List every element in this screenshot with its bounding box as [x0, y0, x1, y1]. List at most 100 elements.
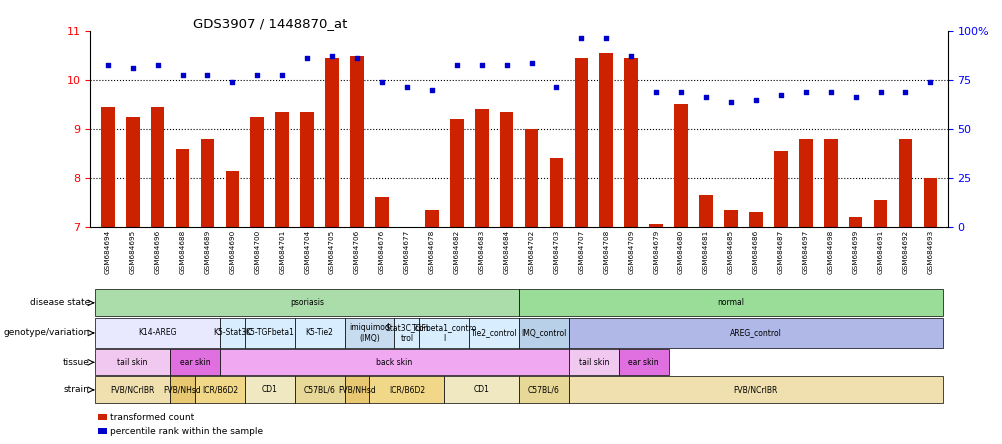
- Bar: [923, 178, 936, 227]
- Point: [722, 99, 738, 106]
- Text: GSM684702: GSM684702: [528, 230, 534, 274]
- Point: [174, 71, 190, 79]
- Text: GSM684686: GSM684686: [753, 230, 759, 274]
- FancyBboxPatch shape: [295, 317, 345, 348]
- Text: GSM684682: GSM684682: [453, 230, 459, 274]
- Bar: [474, 109, 488, 227]
- Point: [847, 94, 863, 101]
- Text: tail skin: tail skin: [117, 358, 147, 367]
- FancyBboxPatch shape: [219, 317, 244, 348]
- Text: psoriasis: psoriasis: [290, 298, 324, 307]
- Bar: [101, 107, 114, 227]
- FancyBboxPatch shape: [170, 376, 194, 404]
- Bar: [549, 159, 563, 227]
- Bar: [698, 195, 712, 227]
- Text: TGFbeta1_contro
l: TGFbeta1_contro l: [411, 323, 477, 343]
- Point: [573, 35, 589, 42]
- Text: K5-Tie2: K5-Tie2: [306, 329, 334, 337]
- Text: ear skin: ear skin: [179, 358, 210, 367]
- Text: FVB/NHsd: FVB/NHsd: [163, 385, 201, 394]
- Point: [349, 55, 365, 62]
- Text: FVB/NCrIBR: FVB/NCrIBR: [110, 385, 154, 394]
- Text: Stat3C_con
trol: Stat3C_con trol: [385, 323, 428, 343]
- Text: C57BL/6: C57BL/6: [304, 385, 336, 394]
- FancyBboxPatch shape: [295, 376, 345, 404]
- FancyBboxPatch shape: [345, 376, 369, 404]
- Point: [872, 89, 888, 96]
- Text: tail skin: tail skin: [578, 358, 608, 367]
- Bar: [723, 210, 737, 227]
- Text: genotype/variation: genotype/variation: [4, 329, 90, 337]
- Text: normal: normal: [716, 298, 743, 307]
- Text: ICR/B6D2: ICR/B6D2: [201, 385, 237, 394]
- FancyBboxPatch shape: [568, 349, 618, 375]
- Point: [473, 62, 489, 69]
- FancyBboxPatch shape: [369, 376, 444, 404]
- Bar: [350, 56, 364, 227]
- Bar: [250, 117, 264, 227]
- Text: ICR/B6D2: ICR/B6D2: [389, 385, 425, 394]
- FancyBboxPatch shape: [469, 317, 518, 348]
- Text: GSM684700: GSM684700: [255, 230, 261, 274]
- Text: AREG_control: AREG_control: [729, 329, 781, 337]
- FancyBboxPatch shape: [95, 376, 170, 404]
- Text: GSM684696: GSM684696: [154, 230, 160, 274]
- FancyBboxPatch shape: [394, 317, 419, 348]
- Point: [299, 55, 315, 62]
- Text: GSM684689: GSM684689: [204, 230, 210, 274]
- Bar: [175, 149, 189, 227]
- Bar: [624, 58, 637, 227]
- Text: GSM684692: GSM684692: [902, 230, 908, 274]
- Point: [647, 89, 663, 96]
- Text: GDS3907 / 1448870_at: GDS3907 / 1448870_at: [193, 17, 348, 30]
- Bar: [276, 112, 289, 227]
- Text: tissue: tissue: [63, 358, 90, 367]
- Text: GSM684701: GSM684701: [279, 230, 285, 274]
- Bar: [200, 139, 214, 227]
- Point: [772, 91, 788, 98]
- Bar: [125, 117, 139, 227]
- Text: GSM684678: GSM684678: [429, 230, 434, 274]
- Point: [399, 84, 415, 91]
- Bar: [524, 129, 538, 227]
- Point: [922, 79, 938, 86]
- Point: [374, 79, 390, 86]
- Point: [822, 89, 838, 96]
- Text: back skin: back skin: [376, 358, 412, 367]
- Point: [622, 52, 638, 59]
- Point: [124, 64, 140, 71]
- Text: GSM684690: GSM684690: [229, 230, 235, 274]
- FancyBboxPatch shape: [95, 317, 219, 348]
- Point: [797, 89, 813, 96]
- Text: GSM684697: GSM684697: [802, 230, 808, 274]
- Text: strain: strain: [64, 385, 90, 394]
- Text: GSM684685: GSM684685: [727, 230, 733, 274]
- FancyBboxPatch shape: [244, 317, 295, 348]
- Text: GSM684687: GSM684687: [777, 230, 783, 274]
- Bar: [648, 224, 662, 227]
- Text: FVB/NCrIBR: FVB/NCrIBR: [732, 385, 778, 394]
- FancyBboxPatch shape: [568, 317, 942, 348]
- Bar: [823, 139, 837, 227]
- Point: [249, 71, 266, 79]
- FancyBboxPatch shape: [419, 317, 469, 348]
- Text: GSM684693: GSM684693: [927, 230, 933, 274]
- Bar: [499, 112, 513, 227]
- Legend: transformed count, percentile rank within the sample: transformed count, percentile rank withi…: [95, 410, 267, 440]
- Text: GSM684691: GSM684691: [877, 230, 883, 274]
- Text: GSM684679: GSM684679: [652, 230, 658, 274]
- Text: GSM684699: GSM684699: [852, 230, 858, 274]
- Bar: [325, 58, 339, 227]
- Text: imiquimod
(IMQ): imiquimod (IMQ): [349, 323, 390, 343]
- Point: [548, 84, 564, 91]
- Bar: [898, 139, 912, 227]
- FancyBboxPatch shape: [219, 349, 568, 375]
- Text: GSM684681: GSM684681: [702, 230, 708, 274]
- Text: GSM684698: GSM684698: [827, 230, 833, 274]
- Bar: [375, 198, 389, 227]
- Point: [523, 59, 539, 67]
- Bar: [425, 210, 438, 227]
- Bar: [225, 170, 239, 227]
- Point: [897, 89, 913, 96]
- Text: GSM684695: GSM684695: [129, 230, 135, 274]
